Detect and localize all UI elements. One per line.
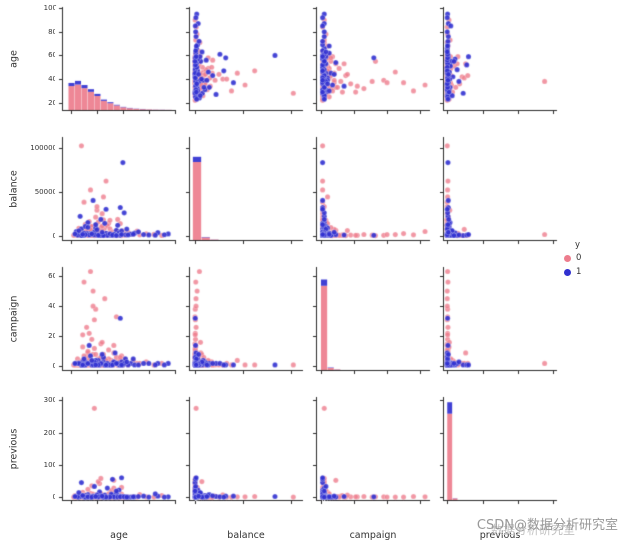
panel-hist-balance — [182, 136, 304, 248]
panel-age-vs-balance — [182, 6, 304, 118]
y-axis-label-campaign: campaign — [8, 295, 20, 343]
legend-label-1: 1 — [576, 267, 582, 277]
x-axis-label-age: age — [110, 530, 128, 541]
watermark-text: CSDN@数据分析研究室 — [476, 518, 618, 533]
panel-balance-vs-age — [55, 136, 177, 248]
panel-previous-vs-age — [55, 396, 177, 508]
x-axis-label-balance: balance — [227, 530, 265, 541]
y-tick-label: 0 — [0, 232, 57, 240]
y-tick-label: 80 — [48, 27, 57, 36]
panel-campaign-vs-balance — [182, 266, 304, 378]
y-tick-labels: 20 40 60 80 100 0 50000 100000 0 20 40 60 0 100 200 300 — [0, 0, 57, 553]
y-tick-label: 20 — [48, 98, 57, 107]
x-axis-label-campaign: campaign — [349, 530, 397, 541]
panel-age-vs-campaign — [309, 6, 431, 118]
y-axis-label-balance: balance — [8, 170, 20, 208]
panel-campaign-vs-age — [55, 266, 177, 378]
y-tick-label: 40 — [48, 75, 57, 84]
y-tick-label: 0 — [0, 362, 57, 370]
panel-balance-vs-previous — [436, 136, 558, 248]
legend: y 0 1 — [560, 240, 620, 281]
legend-item-1: 1 — [564, 267, 620, 277]
y-axis-label-previous: previous — [8, 428, 20, 470]
y-axis-label-age: age — [8, 50, 20, 68]
panel-hist-previous — [436, 396, 558, 508]
y-tick-label: 40 — [48, 302, 57, 311]
panel-previous-vs-campaign — [309, 396, 431, 508]
y-tick-label: 300 — [43, 396, 57, 405]
y-tick-label: 0 — [0, 493, 57, 501]
y-tick-label: 100 — [43, 4, 57, 13]
panel-campaign-vs-previous — [436, 266, 558, 378]
legend-label-0: 0 — [576, 253, 582, 263]
panel-previous-vs-balance — [182, 396, 304, 508]
legend-item-0: 0 — [564, 253, 620, 263]
x-axis-label-previous: previous — [479, 530, 521, 541]
y-tick-label: 60 — [48, 51, 57, 60]
panel-hist-age — [55, 6, 177, 118]
panel-age-vs-previous — [436, 6, 558, 118]
y-tick-label: 100000 — [30, 143, 57, 152]
y-tick-label: 60 — [48, 272, 57, 281]
legend-title: y — [575, 240, 581, 250]
pairplot-grid — [55, 6, 558, 508]
panel-balance-vs-campaign — [309, 136, 431, 248]
y-tick-label: 20 — [48, 332, 57, 341]
watermark-shadow-text: 数据分析研究室 — [490, 523, 575, 537]
legend-swatch-0 — [564, 254, 571, 262]
legend-swatch-1 — [564, 268, 571, 276]
y-tick-label: 200 — [43, 428, 57, 437]
y-tick-label: 50000 — [34, 187, 57, 196]
y-tick-label: 100 — [43, 460, 57, 469]
panel-hist-campaign — [309, 266, 431, 378]
